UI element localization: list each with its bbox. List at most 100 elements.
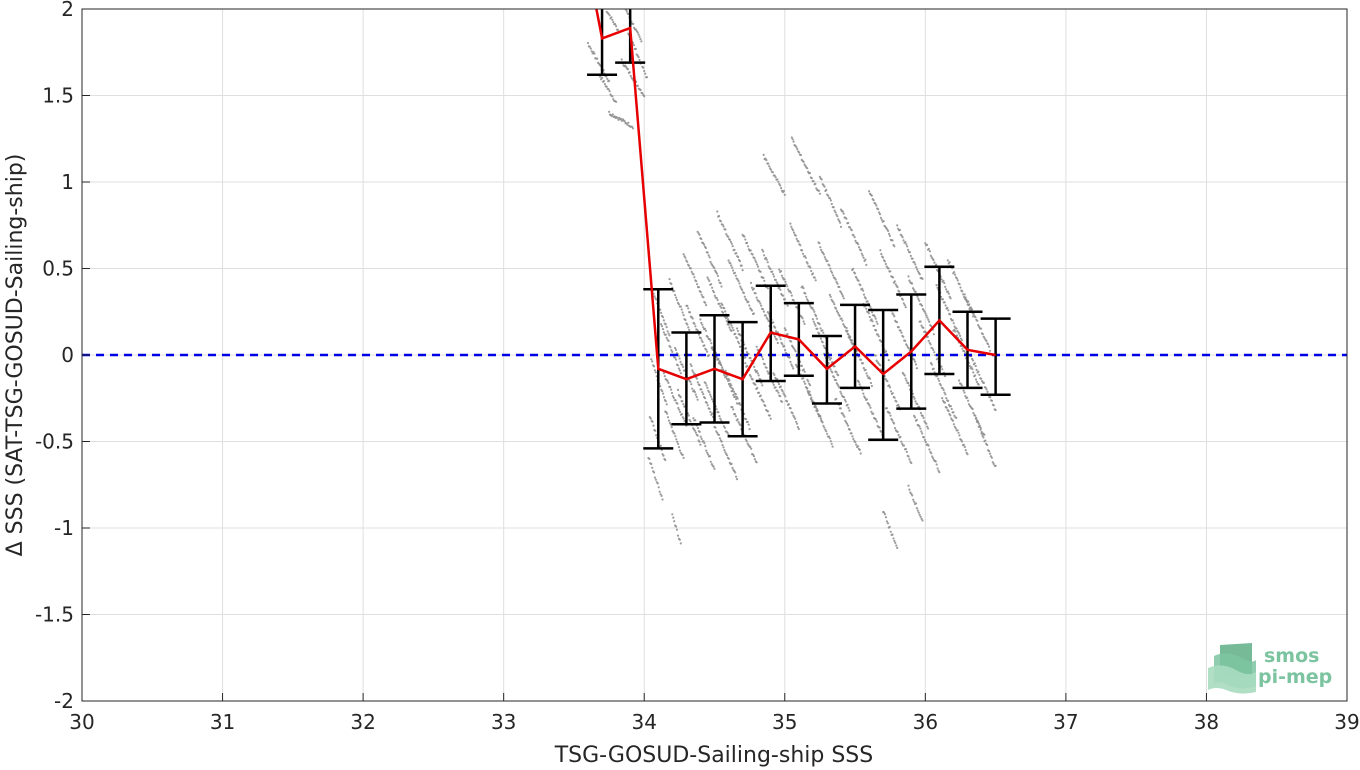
scatter-point (716, 358, 720, 361)
scatter-point (783, 193, 786, 196)
scatter-point (638, 35, 641, 38)
scatter-point (636, 31, 639, 34)
scatter-point (715, 272, 719, 275)
scatter-point (752, 453, 755, 456)
scatter-point (733, 248, 736, 251)
scatter-point (868, 315, 871, 319)
scatter-point (795, 237, 798, 240)
scatter-point (729, 262, 732, 265)
scatter-point (662, 454, 665, 457)
scatter-point (840, 317, 843, 320)
scatter-point (774, 176, 777, 179)
scatter-point (704, 382, 707, 385)
scatter-point (902, 335, 905, 338)
scatter-point (907, 248, 910, 251)
scatter-point (666, 412, 669, 415)
scatter-point (924, 312, 927, 315)
scatter-point (921, 432, 924, 435)
scatter-point (843, 415, 846, 418)
scatter-point (778, 335, 781, 338)
scatter-point (734, 471, 737, 474)
scatter-point (922, 436, 926, 439)
scatter-point (908, 279, 911, 282)
scatter-point (704, 445, 707, 448)
scatter-point (668, 421, 672, 425)
scatter-point (652, 365, 656, 368)
scatter-point (821, 341, 824, 344)
scatter-point (762, 276, 765, 279)
scatter-point (634, 28, 638, 31)
scatter-point (927, 427, 930, 430)
scatter-point (690, 364, 693, 368)
scatter-point (732, 390, 736, 393)
scatter-point (790, 363, 793, 366)
scatter-point (914, 502, 918, 505)
scatter-point (670, 391, 674, 395)
scatter-point (949, 313, 952, 316)
scatter-point (885, 350, 888, 353)
scatter-point (776, 377, 779, 381)
scatter-point (819, 417, 822, 420)
scatter-point (679, 451, 682, 454)
scatter-point (738, 282, 741, 285)
scatter-point (926, 243, 929, 246)
scatter-point (970, 308, 974, 311)
scatter-point (773, 174, 776, 177)
scatter-point (705, 304, 708, 307)
scatter-point (696, 427, 700, 430)
scatter-point (868, 190, 871, 193)
scatter-point (668, 334, 671, 337)
scatter-point (829, 267, 832, 270)
scatter-point (589, 47, 592, 50)
scatter-point (772, 321, 775, 324)
smos-pi-mep-logo: smos pi-mep (1208, 643, 1332, 694)
scatter-point (939, 384, 943, 387)
scatter-point (986, 390, 989, 393)
y-tick-label: -2 (54, 689, 74, 713)
scatter-point (842, 396, 846, 399)
scatter-point (841, 295, 845, 298)
scatter-point (959, 337, 963, 340)
scatter-point (703, 442, 706, 445)
scatter-point (896, 546, 899, 550)
scatter-point (702, 440, 705, 443)
scatter-point (894, 283, 897, 286)
scatter-point (916, 295, 919, 298)
scatter-point (644, 72, 647, 75)
scatter-point (974, 417, 978, 420)
scatter-point (893, 396, 896, 399)
scatter-point (706, 251, 709, 254)
scatter-point (702, 326, 705, 329)
scatter-point (907, 484, 910, 487)
x-tick-label: 37 (1053, 710, 1078, 734)
scatter-point (832, 301, 835, 304)
scatter-point (930, 363, 934, 366)
scatter-point (679, 396, 682, 399)
scatter-point (977, 324, 980, 327)
scatter-point (850, 229, 853, 232)
scatter-point (783, 327, 786, 330)
scatter-point (887, 359, 890, 362)
scatter-point (710, 395, 713, 398)
scatter-point (904, 306, 907, 309)
scatter-point (691, 369, 694, 372)
scatter-point (818, 323, 821, 326)
scatter-point (874, 354, 877, 357)
scatter-point (783, 345, 786, 348)
scatter-point (612, 21, 615, 24)
scatter-point (873, 315, 876, 318)
scatter-point (725, 233, 728, 236)
scatter-point (657, 486, 660, 489)
scatter-point (889, 386, 892, 389)
scatter-point (814, 182, 817, 185)
scatter-point (797, 427, 800, 431)
scatter-point (795, 420, 798, 423)
scatter-point (797, 240, 800, 243)
scatter-point (904, 339, 907, 342)
scatter-point (730, 324, 733, 327)
scatter-point (848, 409, 851, 412)
scatter-point (798, 151, 801, 154)
scatter-point (982, 381, 986, 384)
scatter-point (840, 392, 843, 395)
scatter-point (700, 321, 703, 324)
